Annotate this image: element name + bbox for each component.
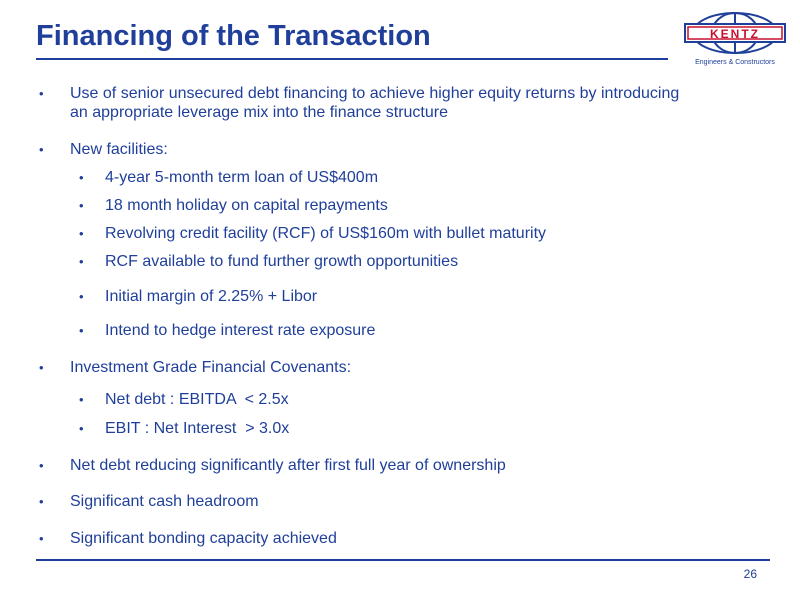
page-number: 26 — [743, 567, 757, 581]
bullet-text: Net debt reducing significantly after fi… — [70, 457, 506, 474]
bullet-dot: • — [39, 458, 44, 473]
bullet-dot: • — [79, 170, 84, 185]
bullet-bonding-capacity: • Significant bonding capacity achieved — [39, 529, 760, 548]
bullet-text: 4-year 5-month term loan of US$400m — [105, 169, 379, 186]
bullet-new-facilities: • New facilities: — [39, 140, 760, 159]
sub-bullet-hedge: • Intend to hedge interest rate exposure — [79, 321, 755, 340]
bullet-dot: • — [39, 360, 44, 375]
bullet-net-debt-reducing: • Net debt reducing significantly after … — [39, 456, 760, 475]
bullet-senior-debt: • Use of senior unsecured debt financing… — [39, 84, 760, 122]
bullet-text: Significant bonding capacity achieved — [70, 530, 337, 547]
bullet-dot: • — [79, 392, 84, 407]
sub-bullet-rcf: • Revolving credit facility (RCF) of US$… — [79, 224, 755, 243]
sub-bullet-term-loan: • 4-year 5-month term loan of US$400m — [79, 168, 755, 187]
bullet-cash-headroom: • Significant cash headroom — [39, 492, 760, 511]
bullet-text: Net debt : EBITDA < 2.5x — [105, 391, 289, 408]
bullet-dot: • — [39, 86, 44, 101]
bullet-text: Significant cash headroom — [70, 493, 259, 510]
bullet-dot: • — [79, 421, 84, 436]
bullet-covenants: • Investment Grade Financial Covenants: — [39, 358, 760, 377]
bullet-text: Initial margin of 2.25% + Libor — [105, 288, 318, 305]
bullet-text: New facilities: — [70, 141, 168, 158]
bullet-dot: • — [79, 198, 84, 213]
sub-bullet-holiday: • 18 month holiday on capital repayments — [79, 196, 755, 215]
bullet-text: Revolving credit facility (RCF) of US$16… — [105, 225, 547, 242]
sub-bullet-rcf-growth: • RCF available to fund further growth o… — [79, 252, 755, 271]
bullet-text: RCF available to fund further growth opp… — [105, 253, 459, 270]
bullet-dot: • — [79, 323, 84, 338]
bullet-text: Use of senior unsecured debt financing t… — [70, 85, 680, 102]
bullet-dot: • — [79, 289, 84, 304]
logo-wordmark: KENTZ — [710, 27, 760, 41]
bullet-dot: • — [39, 531, 44, 546]
footer-rule — [36, 559, 770, 561]
bullet-text: 18 month holiday on capital repayments — [105, 197, 388, 214]
sub-bullet-ebit-interest: • EBIT : Net Interest > 3.0x — [79, 419, 755, 438]
bullet-dot: • — [39, 494, 44, 509]
bullet-dot: • — [79, 226, 84, 241]
bullet-text: Intend to hedge interest rate exposure — [105, 322, 376, 339]
slide-title: Financing of the Transaction — [36, 20, 431, 52]
bullet-dot: • — [79, 254, 84, 269]
bullet-text: Investment Grade Financial Covenants: — [70, 359, 352, 376]
bullet-text: EBIT : Net Interest > 3.0x — [105, 420, 290, 437]
bullet-text: an appropriate leverage mix into the fin… — [70, 104, 448, 121]
sub-bullet-margin: • Initial margin of 2.25% + Libor — [79, 287, 755, 306]
logo-tagline: Engineers & Constructors — [695, 59, 775, 66]
bullet-dot: • — [39, 142, 44, 157]
kentz-logo: KENTZ — [684, 12, 786, 54]
sub-bullet-net-debt-ebitda: • Net debt : EBITDA < 2.5x — [79, 390, 755, 409]
title-rule — [36, 58, 668, 60]
